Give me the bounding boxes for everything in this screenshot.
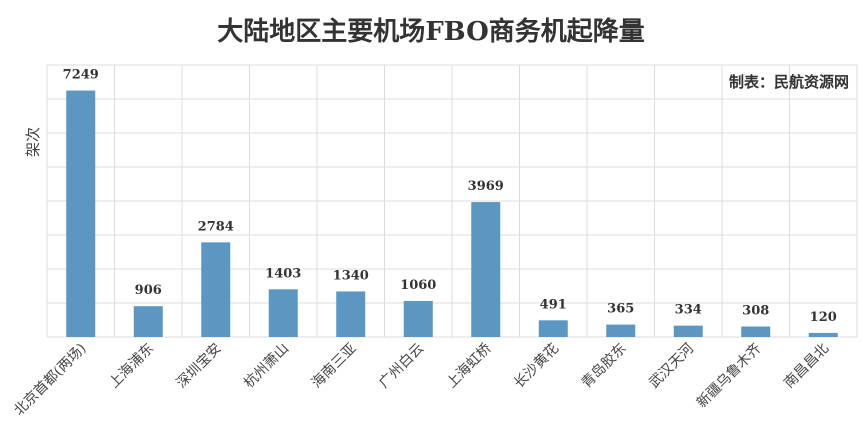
x-tick-label: 杭州萧山	[241, 341, 292, 392]
x-tick-label: 武汉天河	[646, 341, 697, 392]
value-label: 334	[675, 303, 702, 318]
value-label: 1403	[265, 266, 301, 281]
x-tick-label: 北京首都(两场)	[11, 341, 89, 419]
value-labels: 7249 906 2784 1403 1340 1060 3969 491 365 334 308 1…	[63, 68, 837, 325]
value-label: 906	[135, 283, 162, 298]
x-tick-label: 上海浦东	[106, 341, 157, 392]
x-tick-label: 广州白云	[376, 341, 427, 392]
x-tick-labels: 北京首都(两场) 上海浦东 深圳宝安 杭州萧山 海南三亚 广州白云 上海虹桥 长沙黄花 青岛胶东…	[11, 340, 832, 419]
bar	[741, 326, 771, 337]
x-tick-label: 南昌昌北	[781, 341, 832, 392]
grid	[46, 64, 858, 338]
bar	[538, 320, 568, 337]
source-annotation: 制表：民航资源网	[729, 73, 849, 91]
value-label: 308	[742, 304, 769, 319]
x-tick-label: 青岛胶东	[578, 340, 630, 392]
x-tick-label: 海南三亚	[309, 341, 360, 392]
value-label: 7249	[63, 68, 99, 83]
bar	[133, 306, 163, 337]
bar	[808, 332, 838, 337]
bar	[201, 242, 231, 337]
value-label: 365	[607, 302, 634, 317]
x-tick-label: 深圳宝安	[174, 341, 225, 392]
value-label: 120	[810, 310, 837, 325]
value-label: 3969	[468, 179, 504, 194]
x-tick-label: 长沙黄花	[510, 340, 562, 392]
x-tick-label: 上海虹桥	[444, 341, 495, 392]
bar	[336, 291, 366, 337]
bar	[66, 90, 96, 337]
value-label: 2784	[198, 219, 234, 234]
value-label: 491	[540, 297, 567, 312]
bar	[673, 325, 703, 337]
bar	[471, 202, 501, 337]
bars	[66, 90, 838, 337]
y-axis-label: 架次	[24, 127, 42, 157]
value-label: 1340	[333, 268, 369, 283]
bar	[268, 289, 298, 337]
x-tick-label: 新疆乌鲁木齐	[694, 341, 765, 412]
bar	[403, 300, 433, 337]
chart-title: 大陆地区主要机场FBO商务机起降量	[217, 16, 645, 47]
value-label: 1060	[400, 278, 436, 293]
bar	[606, 324, 636, 337]
